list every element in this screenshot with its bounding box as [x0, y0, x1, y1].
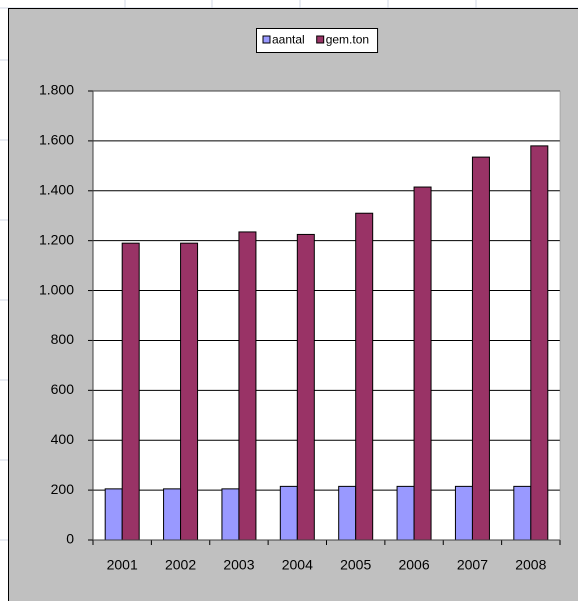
bar [121, 242, 140, 541]
legend-swatch [316, 35, 325, 44]
bar [396, 485, 415, 541]
bar [513, 485, 532, 541]
bar [355, 212, 374, 541]
legend: aantal gem.ton [256, 28, 379, 53]
x-tick-label: 2003 [223, 557, 254, 573]
bar [338, 485, 357, 541]
x-tick-label: 2002 [165, 557, 196, 573]
x-tick-label: 2004 [282, 557, 313, 573]
bar [279, 485, 298, 541]
x-tick-label: 2007 [457, 557, 488, 573]
y-tick-label: 1.400 [39, 181, 74, 197]
y-tick-label: 400 [51, 431, 75, 447]
x-tick-label: 2005 [340, 557, 371, 573]
bar [163, 488, 182, 541]
legend-label: gem.ton [326, 33, 369, 47]
plot-border [92, 90, 561, 541]
x-tick-label: 2001 [107, 557, 138, 573]
y-tick-label: 1.600 [39, 132, 74, 148]
legend-swatch [262, 35, 271, 44]
bar [296, 233, 315, 541]
y-tick-label: 0 [66, 531, 74, 547]
legend-label: aantal [272, 33, 305, 47]
y-tick-label: 1.000 [39, 281, 74, 297]
y-tick-label: 600 [51, 381, 75, 397]
y-tick-label: 1.800 [39, 82, 74, 98]
bar [221, 488, 240, 541]
bar [104, 488, 123, 541]
plot-area [93, 91, 560, 540]
y-tick-label: 800 [51, 331, 75, 347]
bar [530, 145, 549, 541]
bar [238, 231, 257, 541]
bar [471, 156, 490, 541]
bar [454, 485, 473, 541]
bar [413, 186, 432, 541]
bar [180, 242, 199, 541]
y-tick-label: 1.200 [39, 231, 74, 247]
x-tick-label: 2008 [515, 557, 546, 573]
x-tick-label: 2006 [398, 557, 429, 573]
y-tick-label: 200 [51, 481, 75, 497]
